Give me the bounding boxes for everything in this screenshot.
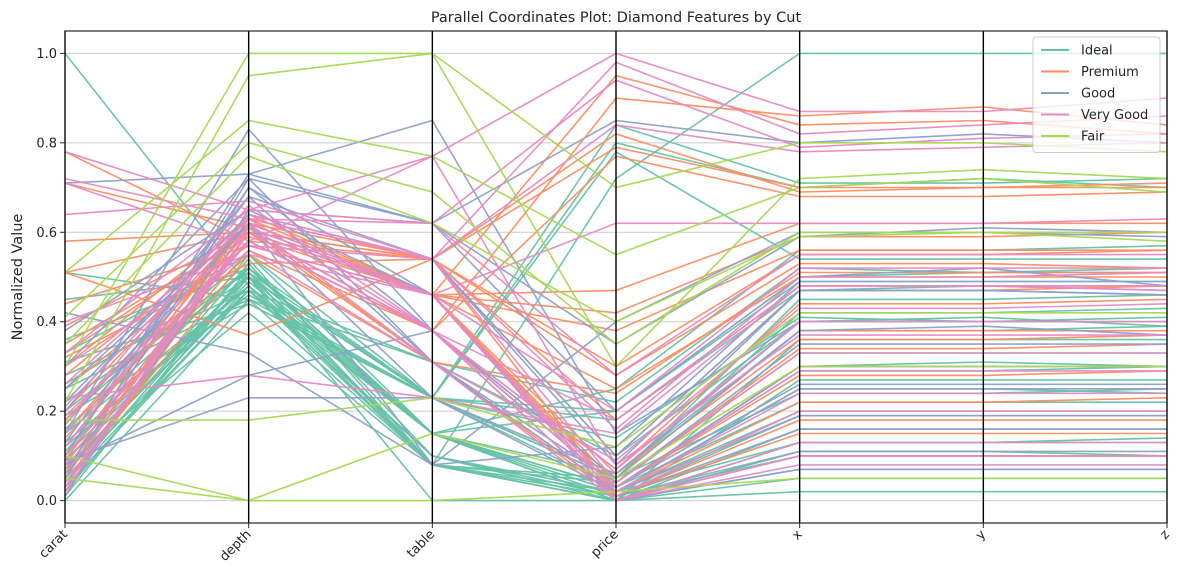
- y-tick-label: 0.6: [36, 226, 57, 241]
- legend-label: Very Good: [1081, 108, 1148, 123]
- legend-item-premium: Premium: [1041, 65, 1139, 80]
- legend-item-very-good: Very Good: [1041, 108, 1148, 123]
- axes: [64, 30, 1168, 524]
- y-axis-title: Normalized Value: [10, 214, 26, 341]
- chart-title: Parallel Coordinates Plot: Diamond Featu…: [431, 10, 802, 26]
- y-tick-label: 0.0: [36, 494, 57, 509]
- y-tick-label: 0.2: [36, 405, 57, 420]
- legend-item-good: Good: [1041, 87, 1115, 102]
- y-tick-label: 1.0: [36, 47, 57, 62]
- x-tick-label-y: y: [973, 527, 989, 543]
- y-tick-label: 0.4: [36, 315, 57, 330]
- x-tick-label-carat: carat: [37, 527, 71, 561]
- y-tick-label: 0.8: [36, 136, 57, 151]
- legend-label: Fair: [1081, 130, 1105, 145]
- x-tick-label-price: price: [588, 527, 621, 560]
- legend-label: Ideal: [1081, 44, 1113, 59]
- legend-label: Good: [1081, 87, 1115, 102]
- legend: Ideal Premium Good Very Good Fair: [1032, 36, 1161, 153]
- x-tick-label-depth: depth: [217, 527, 254, 564]
- legend-item-fair: Fair: [1041, 130, 1105, 145]
- y-axis-ticks: 0.0 0.2 0.4 0.6 0.8 1.0: [36, 47, 65, 509]
- x-tick-label-table: table: [404, 527, 438, 561]
- x-axis-ticks: carat depth table price x y z: [37, 523, 1173, 565]
- legend-label: Premium: [1081, 65, 1139, 80]
- legend-box: [1032, 36, 1161, 153]
- legend-item-ideal: Ideal: [1041, 44, 1113, 59]
- x-tick-label-x: x: [789, 527, 805, 543]
- x-tick-label-z: z: [1157, 527, 1173, 543]
